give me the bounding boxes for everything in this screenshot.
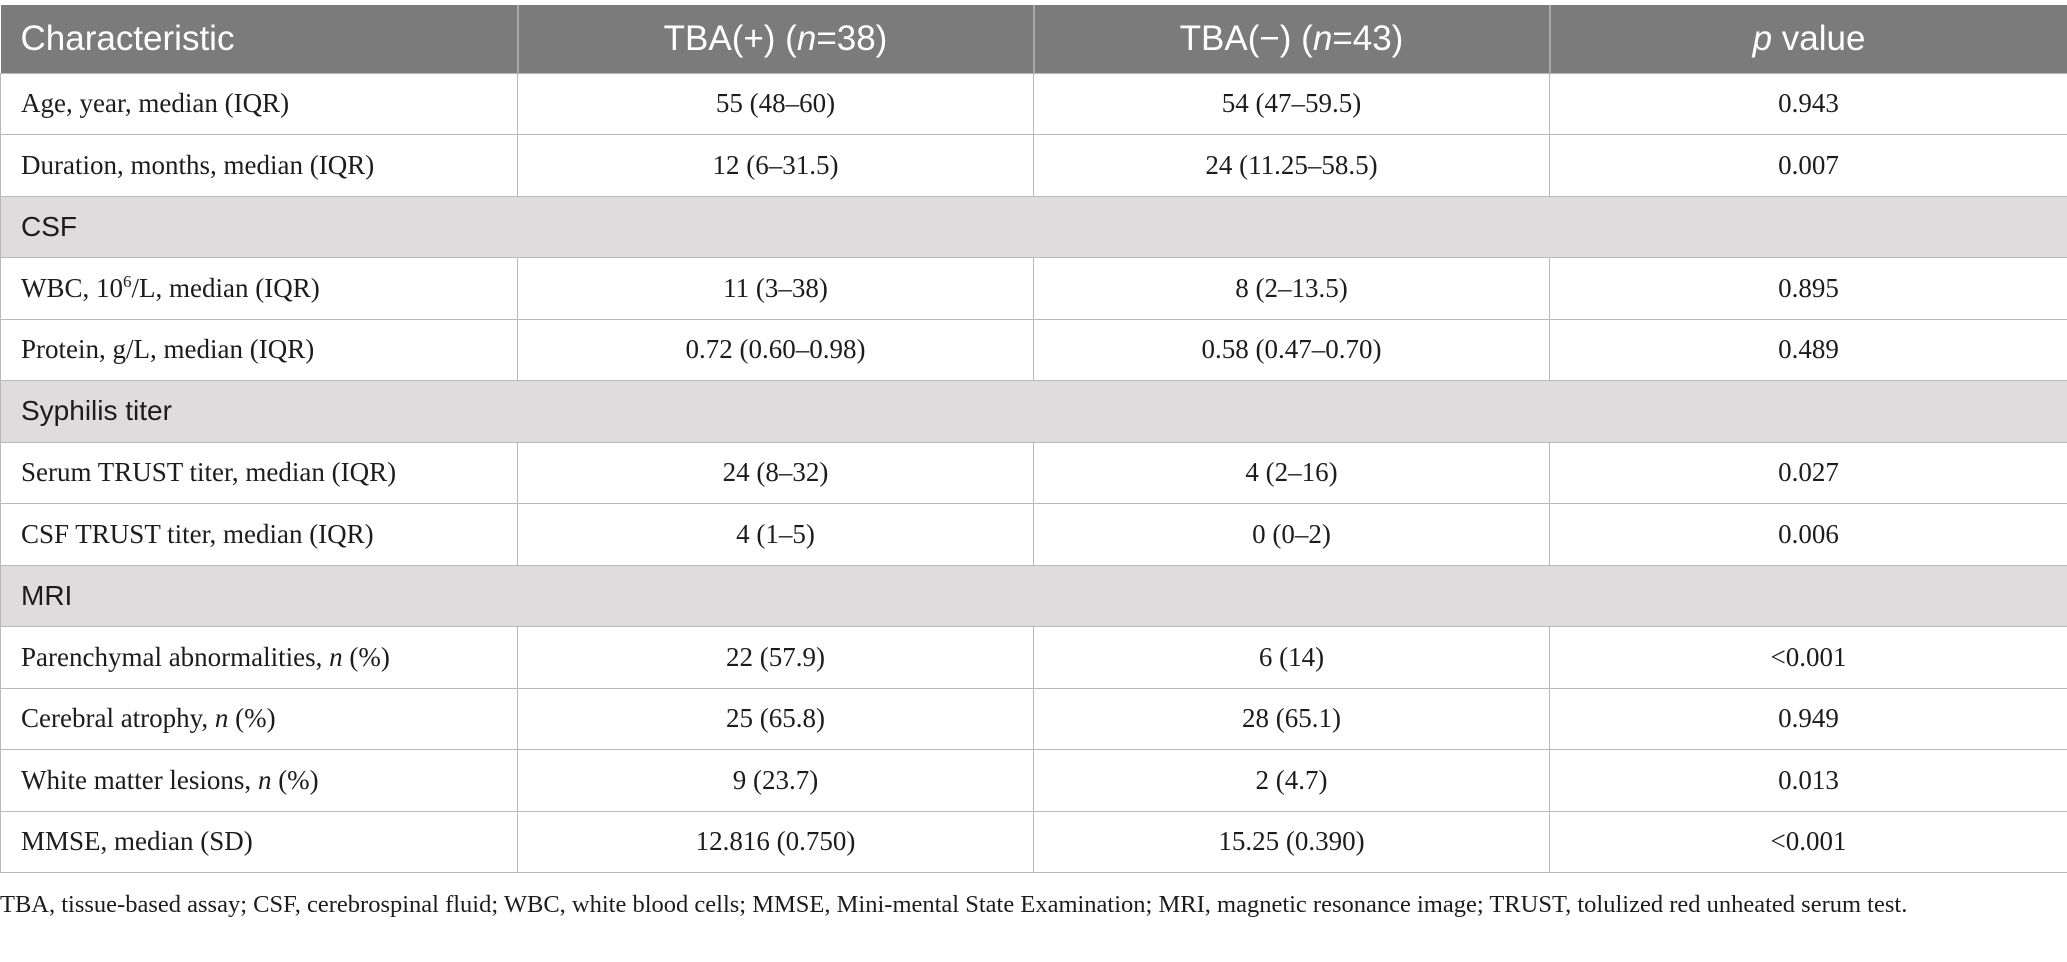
table-row: Age, year, median (IQR) 55 (48–60) 54 (4… — [0, 72, 2067, 135]
section-label: MRI — [0, 564, 2067, 627]
table-row: MMSE, median (SD) 12.816 (0.750) 15.25 (… — [0, 810, 2067, 873]
table-row: CSF TRUST titer, median (IQR) 4 (1–5) 0 … — [0, 503, 2067, 566]
table-header: Characteristic TBA(+) (n=38) TBA(−) (n=4… — [0, 5, 2067, 73]
tba-positive-value: 25 (65.8) — [517, 687, 1034, 750]
table-row: Protein, g/L, median (IQR) 0.72 (0.60–0.… — [0, 318, 2067, 381]
tba-negative-value: 6 (14) — [1033, 626, 1550, 689]
tba-positive-value: 55 (48–60) — [517, 72, 1034, 135]
row-label: White matter lesions, n (%) — [0, 749, 518, 812]
table-body: Age, year, median (IQR) 55 (48–60) 54 (4… — [0, 72, 2067, 873]
tba-positive-value: 24 (8–32) — [517, 441, 1034, 504]
p-value: <0.001 — [1549, 810, 2067, 873]
tba-negative-value: 8 (2–13.5) — [1033, 257, 1550, 320]
tba-positive-value: 12.816 (0.750) — [517, 810, 1034, 873]
section-row-syphilis-titer: Syphilis titer — [0, 380, 2067, 443]
row-label: MMSE, median (SD) — [0, 810, 518, 873]
row-label: Cerebral atrophy, n (%) — [0, 687, 518, 750]
row-label: Age, year, median (IQR) — [0, 72, 518, 135]
table-row: Parenchymal abnormalities, n (%) 22 (57.… — [0, 626, 2067, 689]
p-value: <0.001 — [1549, 626, 2067, 689]
table-footnote: TBA, tissue-based assay; CSF, cerebrospi… — [0, 891, 1908, 918]
section-label: CSF — [0, 195, 2067, 258]
tba-positive-value: 12 (6–31.5) — [517, 134, 1034, 197]
section-row-mri: MRI — [0, 564, 2067, 627]
tba-positive-value: 11 (3–38) — [517, 257, 1034, 320]
characteristics-table: Characteristic TBA(+) (n=38) TBA(−) (n=4… — [0, 5, 2067, 873]
tba-positive-value: 9 (23.7) — [517, 749, 1034, 812]
header-tba-positive: TBA(+) (n=38) — [517, 5, 1035, 73]
p-value: 0.943 — [1549, 72, 2067, 135]
p-value: 0.895 — [1549, 257, 2067, 320]
tba-positive-value: 0.72 (0.60–0.98) — [517, 318, 1034, 381]
section-label: Syphilis titer — [0, 380, 2067, 443]
p-value: 0.007 — [1549, 134, 2067, 197]
tba-negative-value: 24 (11.25–58.5) — [1033, 134, 1550, 197]
tba-negative-value: 0.58 (0.47–0.70) — [1033, 318, 1550, 381]
tba-negative-value: 2 (4.7) — [1033, 749, 1550, 812]
row-label: CSF TRUST titer, median (IQR) — [0, 503, 518, 566]
section-row-csf: CSF — [0, 195, 2067, 258]
p-value: 0.489 — [1549, 318, 2067, 381]
tba-positive-value: 4 (1–5) — [517, 503, 1034, 566]
header-tba-negative: TBA(−) (n=43) — [1033, 5, 1551, 73]
tba-positive-value: 22 (57.9) — [517, 626, 1034, 689]
header-row: Characteristic TBA(+) (n=38) TBA(−) (n=4… — [0, 5, 2067, 73]
header-characteristic: Characteristic — [0, 5, 519, 73]
table-row: Duration, months, median (IQR) 12 (6–31.… — [0, 134, 2067, 197]
tba-negative-value: 4 (2–16) — [1033, 441, 1550, 504]
p-value: 0.006 — [1549, 503, 2067, 566]
tba-negative-value: 54 (47–59.5) — [1033, 72, 1550, 135]
tba-negative-value: 15.25 (0.390) — [1033, 810, 1550, 873]
tba-negative-value: 0 (0–2) — [1033, 503, 1550, 566]
table-row: Cerebral atrophy, n (%) 25 (65.8) 28 (65… — [0, 687, 2067, 750]
header-p-value: p value — [1549, 5, 2067, 73]
table-row: Serum TRUST titer, median (IQR) 24 (8–32… — [0, 441, 2067, 504]
p-value: 0.027 — [1549, 441, 2067, 504]
p-value: 0.013 — [1549, 749, 2067, 812]
tba-negative-value: 28 (65.1) — [1033, 687, 1550, 750]
row-label: Serum TRUST titer, median (IQR) — [0, 441, 518, 504]
row-label: Duration, months, median (IQR) — [0, 134, 518, 197]
table-row: White matter lesions, n (%) 9 (23.7) 2 (… — [0, 749, 2067, 812]
table-row: WBC, 106/L, median (IQR) 11 (3–38) 8 (2–… — [0, 257, 2067, 320]
row-label: Parenchymal abnormalities, n (%) — [0, 626, 518, 689]
row-label: Protein, g/L, median (IQR) — [0, 318, 518, 381]
p-value: 0.949 — [1549, 687, 2067, 750]
row-label: WBC, 106/L, median (IQR) — [0, 257, 518, 320]
